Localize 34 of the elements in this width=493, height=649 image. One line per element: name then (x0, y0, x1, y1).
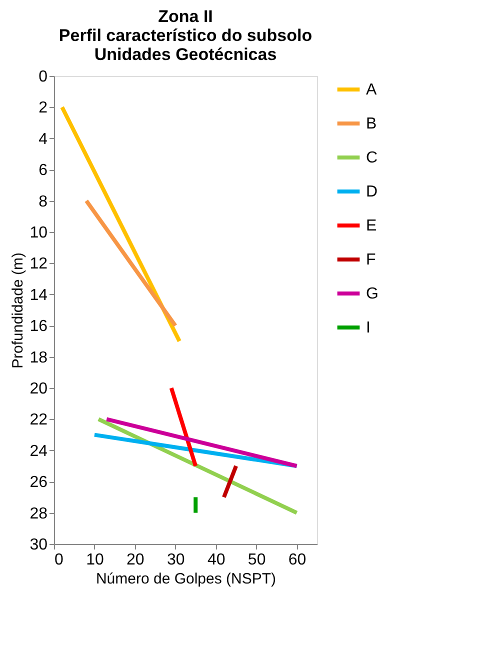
y-axis-title: Profundidade (m) (10, 252, 27, 368)
x-axis-title: Número de Golpes (NSPT) (96, 570, 276, 588)
x-tick-label: 30 (166, 552, 185, 568)
x-tick-label: 60 (288, 552, 306, 568)
y-tick-label: 30 (30, 536, 48, 554)
legend-label: A (366, 82, 377, 98)
y-tick-label: 22 (30, 412, 48, 429)
y-tick-label: 4 (38, 130, 48, 148)
legend-label: D (366, 184, 378, 200)
y-tick-label: 10 (30, 224, 48, 242)
legend-label: B (366, 116, 377, 132)
x-tick-label: 0 (54, 552, 64, 568)
legend-label: C (366, 150, 378, 166)
legend-label: F (366, 252, 376, 268)
chart-title: Zona II Perfil característico do subsolo Unidades Geotécnicas (58, 7, 312, 64)
y-tick-label: 26 (30, 474, 48, 492)
x-tick-label: 40 (207, 552, 226, 568)
y-tick-label: 2 (38, 100, 48, 117)
x-tick-label: 20 (126, 552, 144, 568)
y-tick-label: 8 (38, 193, 48, 210)
y-tick-label: 0 (38, 68, 48, 86)
legend-label: G (366, 286, 378, 302)
y-tick-label: 6 (38, 162, 48, 180)
y-tick-label: 24 (30, 442, 48, 460)
x-tick-label: 50 (248, 552, 266, 568)
x-tick-label: 10 (86, 552, 104, 568)
y-tick-label: 20 (30, 380, 48, 398)
y-tick-label: 14 (30, 286, 48, 304)
y-tick-label: 28 (30, 505, 48, 522)
legend-label: E (366, 218, 377, 234)
y-tick-label: 12 (30, 256, 48, 273)
y-tick-label: 18 (30, 349, 48, 366)
y-tick-label: 16 (30, 318, 48, 336)
legend-label: I (366, 320, 370, 336)
